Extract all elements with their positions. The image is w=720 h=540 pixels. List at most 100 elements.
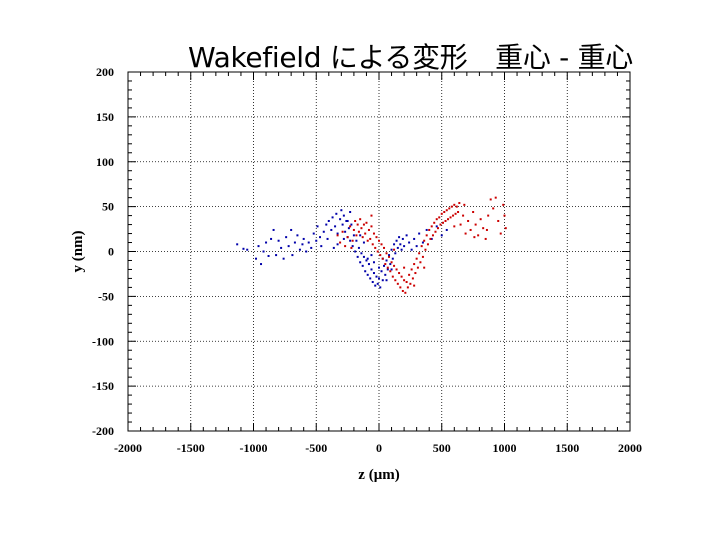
data-point-series-2 — [443, 211, 446, 214]
data-point-series-1 — [356, 255, 359, 258]
data-point-series-2 — [484, 237, 487, 240]
data-point-series-1 — [352, 234, 355, 237]
data-point-series-2 — [413, 284, 416, 287]
data-point-series-1 — [364, 270, 367, 273]
data-point-series-2 — [423, 239, 426, 242]
data-point-series-1 — [425, 228, 428, 231]
data-point-series-2 — [354, 219, 357, 222]
data-point-series-2 — [447, 218, 450, 221]
data-point-series-1 — [374, 284, 377, 287]
data-point-series-1 — [410, 248, 413, 251]
data-point-series-2 — [389, 270, 392, 273]
data-point-series-2 — [411, 277, 414, 280]
data-point-series-1 — [307, 241, 310, 244]
data-point-series-1 — [393, 243, 396, 246]
data-point-series-2 — [370, 214, 373, 217]
data-point-series-2 — [442, 221, 445, 224]
data-point-series-1 — [355, 239, 358, 242]
data-point-series-1 — [366, 273, 369, 276]
data-point-series-2 — [396, 282, 399, 285]
data-point-series-2 — [365, 221, 368, 224]
data-point-series-2 — [426, 243, 429, 246]
data-point-series-2 — [453, 203, 456, 206]
data-point-series-1 — [316, 225, 319, 228]
data-point-series-2 — [497, 219, 500, 222]
data-point-series-2 — [429, 237, 432, 240]
data-point-series-1 — [332, 246, 335, 249]
data-point-series-2 — [430, 225, 433, 228]
data-point-series-2 — [372, 232, 375, 235]
data-point-series-2 — [336, 234, 339, 237]
data-point-series-1 — [312, 232, 315, 235]
data-point-series-1 — [340, 209, 343, 212]
data-point-series-1 — [349, 211, 352, 214]
data-point-series-2 — [464, 232, 467, 235]
data-point-series-2 — [370, 225, 373, 228]
data-point-series-2 — [418, 252, 421, 255]
data-point-series-2 — [375, 236, 378, 239]
data-point-series-1 — [351, 245, 354, 248]
x-tick-label: 1500 — [555, 441, 579, 455]
data-point-series-1 — [384, 273, 387, 276]
data-point-series-2 — [357, 230, 360, 233]
data-point-series-1 — [400, 248, 403, 251]
data-point-series-1 — [396, 246, 399, 249]
data-point-series-2 — [408, 273, 411, 276]
y-tick-label: 200 — [96, 65, 114, 79]
data-point-series-1 — [255, 257, 258, 260]
x-tick-label: 1000 — [493, 441, 517, 455]
data-point-series-1 — [285, 236, 288, 239]
data-point-series-1 — [388, 254, 391, 257]
data-point-series-2 — [423, 266, 426, 269]
data-point-series-2 — [445, 209, 448, 212]
data-point-series-2 — [339, 241, 342, 244]
data-point-series-1 — [325, 223, 328, 226]
y-tick-label: -200 — [92, 424, 114, 438]
data-point-series-2 — [398, 272, 401, 275]
data-point-series-2 — [431, 234, 434, 237]
data-point-series-1 — [369, 277, 372, 280]
data-point-series-2 — [463, 203, 466, 206]
data-point-series-2 — [369, 237, 372, 240]
data-point-series-2 — [453, 225, 456, 228]
data-point-series-1 — [395, 239, 398, 242]
data-point-series-1 — [242, 247, 245, 250]
data-point-series-1 — [257, 245, 260, 248]
data-point-series-1 — [360, 252, 363, 255]
data-point-series-1 — [398, 236, 401, 239]
data-point-series-1 — [267, 254, 270, 257]
data-point-series-1 — [291, 254, 294, 257]
x-tick-labels: -2000 -1500 -1000 -500 0 500 1000 1500 2000 — [114, 441, 642, 455]
data-point-series-2 — [457, 211, 460, 214]
data-point-series-1 — [421, 241, 424, 244]
data-point-series-1 — [277, 239, 280, 242]
data-point-series-2 — [376, 250, 379, 253]
grid-lines — [128, 72, 630, 431]
data-point-series-1 — [331, 216, 334, 219]
data-point-series-2 — [386, 266, 389, 269]
data-point-series-2 — [374, 246, 377, 249]
data-point-series-2 — [364, 232, 367, 235]
data-point-series-1 — [319, 236, 322, 239]
data-point-series-1 — [440, 234, 443, 237]
data-point-series-1 — [339, 218, 342, 221]
data-point-series-1 — [347, 227, 350, 230]
data-point-series-2 — [346, 236, 349, 239]
data-point-series-1 — [327, 219, 330, 222]
data-point-series-1 — [375, 275, 378, 278]
data-point-series-2 — [448, 207, 451, 210]
data-point-series-1 — [336, 243, 339, 246]
data-point-series-1 — [357, 246, 360, 249]
data-point-series-1 — [376, 282, 379, 285]
y-tick-label: 50 — [102, 200, 114, 214]
data-point-series-1 — [293, 241, 296, 244]
data-point-series-1 — [367, 263, 370, 266]
data-point-series-2 — [350, 246, 353, 249]
data-point-series-2 — [459, 223, 462, 226]
data-point-series-2 — [391, 275, 394, 278]
data-point-series-1 — [260, 263, 263, 266]
data-point-series-2 — [352, 228, 355, 231]
data-point-series-1 — [391, 257, 394, 260]
data-point-series-2 — [393, 248, 396, 251]
